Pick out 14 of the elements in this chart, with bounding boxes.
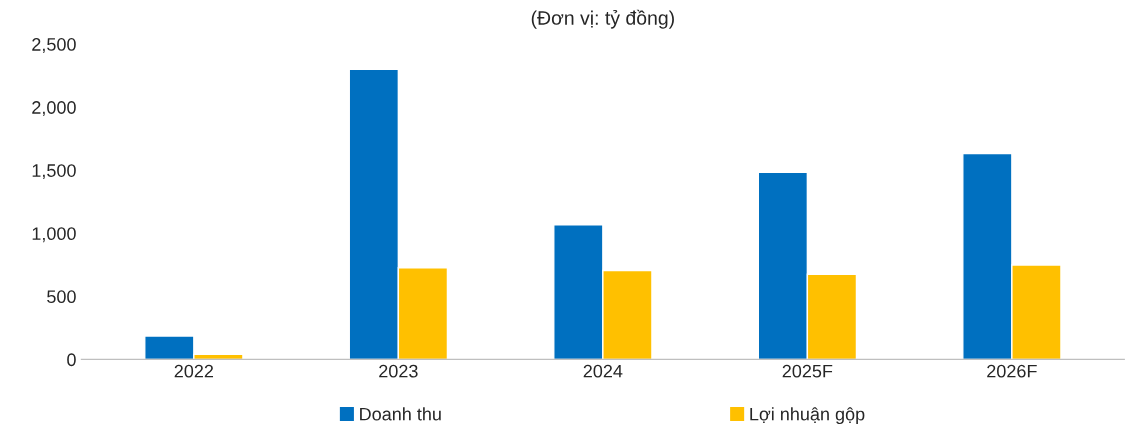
chart-title: (Đơn vị: tỷ đồng) xyxy=(531,9,674,29)
y-tick-label: 500 xyxy=(47,290,76,304)
x-tick-label: 2022 xyxy=(174,364,214,378)
x-tick-label: 2026F xyxy=(987,364,1037,378)
legend-label: Lợi nhuận gộp xyxy=(750,407,865,425)
x-tick-label: 2025F xyxy=(782,364,833,378)
x-tick-label: 2023 xyxy=(379,364,418,378)
x-tick-label: 2024 xyxy=(583,364,623,378)
y-tick-label: 2,000 xyxy=(32,101,76,117)
y-tick-label: 1,000 xyxy=(32,227,76,243)
y-tick-label: 0 xyxy=(67,353,76,367)
legend-label: Doanh thu xyxy=(360,407,441,421)
y-tick-label: 2,500 xyxy=(32,38,76,53)
y-tick-label: 1,500 xyxy=(32,164,76,180)
